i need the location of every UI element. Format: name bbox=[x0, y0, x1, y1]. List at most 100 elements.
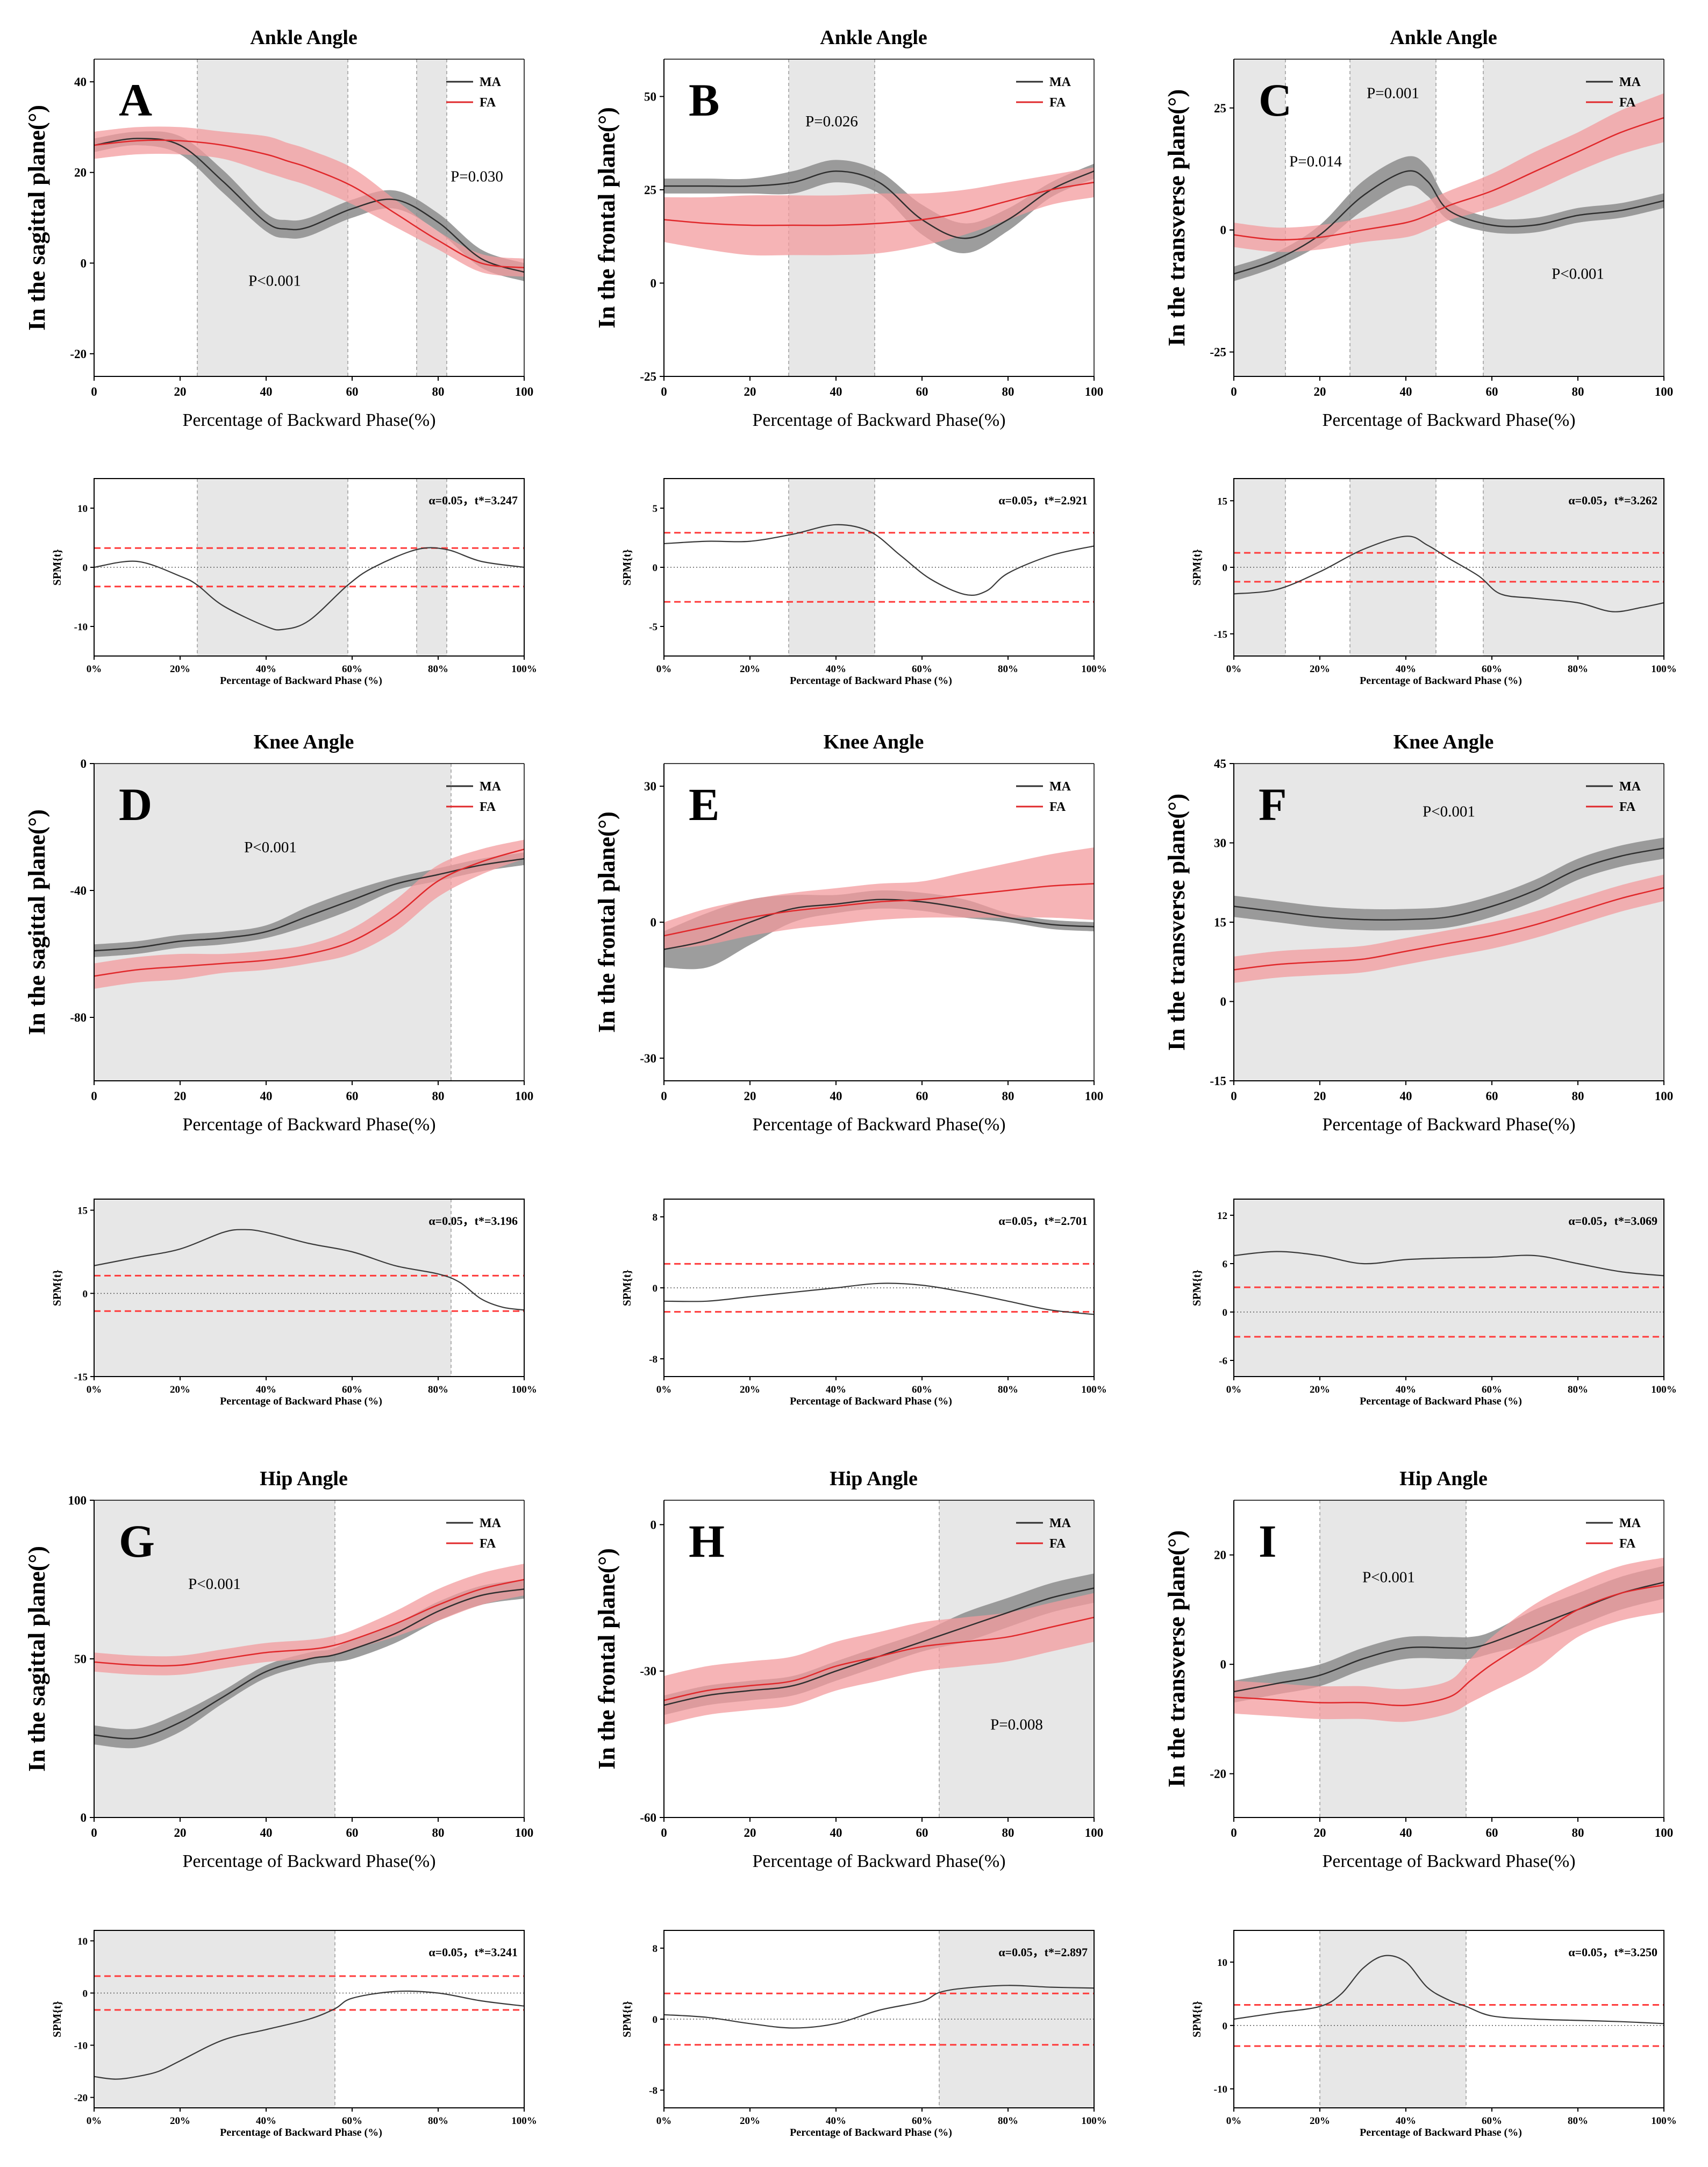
x-axis-label: Percentage of Backward Phase(%) bbox=[1322, 410, 1575, 430]
x-tick-label: 100 bbox=[1655, 1826, 1674, 1840]
x-tick-label: 40 bbox=[830, 1089, 842, 1103]
spm-t-curve bbox=[94, 547, 524, 631]
x-tick-label: 40% bbox=[1396, 1384, 1416, 1395]
data-layer bbox=[664, 847, 1094, 970]
legend-label: FA bbox=[1049, 800, 1066, 814]
x-tick-label: 0 bbox=[91, 1089, 97, 1103]
panel-d: 0 20 40 60 80 100 -80 -40 0 Knee Angle In the sagi… bbox=[24, 731, 537, 1407]
x-tick-label: 40% bbox=[1396, 664, 1416, 675]
data-layer bbox=[94, 1564, 524, 1749]
x-tick-label: 80 bbox=[432, 385, 445, 398]
panel-letter: E bbox=[689, 779, 719, 830]
x-tick-label: 0% bbox=[87, 2115, 102, 2127]
y-tick-label: -20 bbox=[1210, 1767, 1226, 1781]
series-line-ma bbox=[664, 170, 1094, 239]
series-line-ma bbox=[94, 1588, 524, 1740]
x-tick-label: 60 bbox=[1486, 385, 1498, 398]
x-tick-label: 100% bbox=[511, 664, 537, 675]
panel-letter: C bbox=[1259, 74, 1292, 126]
series-line-ma bbox=[1234, 170, 1664, 275]
x-tick-label: 0% bbox=[1226, 2115, 1242, 2127]
x-tick-label: 0 bbox=[91, 385, 97, 398]
y-tick-label: 0 bbox=[81, 757, 87, 771]
p-value-annotation: P=0.014 bbox=[1289, 153, 1342, 170]
x-tick-label: 20% bbox=[740, 2115, 760, 2127]
x-tick-label: 80% bbox=[998, 2115, 1018, 2127]
legend: MA FA bbox=[1586, 75, 1641, 110]
x-tick-label: 20% bbox=[1310, 664, 1330, 675]
spm-alpha-threshold-label: α=0.05，t*=3.250 bbox=[1568, 1945, 1657, 1959]
sd-band-fa bbox=[1234, 1557, 1664, 1722]
sd-band-fa bbox=[1234, 93, 1664, 252]
x-axis-label: Percentage of Backward Phase(%) bbox=[182, 1851, 435, 1871]
y-tick-label: -6 bbox=[1219, 1356, 1227, 1367]
sd-band-fa bbox=[664, 1593, 1094, 1725]
sd-band-ma bbox=[664, 160, 1094, 253]
spm-alpha-threshold-label: α=0.05，t*=3.241 bbox=[428, 1945, 518, 1959]
y-tick-label: 0 bbox=[1220, 1658, 1227, 1671]
main-chart-f: 0 20 40 60 80 100 -15 0 15 30 45 Knee Angle In the t… bbox=[1163, 731, 1673, 1135]
x-tick-label: 40 bbox=[1400, 385, 1412, 398]
x-tick-label: 100% bbox=[511, 1384, 537, 1395]
x-tick-label: 20% bbox=[170, 664, 190, 675]
y-tick-label: 10 bbox=[1217, 1957, 1227, 1969]
y-axis-label: In the transverse plane(°) bbox=[1163, 89, 1190, 346]
x-tick-label: 20 bbox=[1314, 385, 1326, 398]
panel-letter: B bbox=[689, 74, 719, 126]
legend: MA FA bbox=[1586, 1516, 1641, 1551]
legend-label: FA bbox=[480, 96, 496, 110]
y-tick-label: 45 bbox=[1214, 757, 1226, 771]
x-tick-label: 60% bbox=[342, 664, 362, 675]
spm-alpha-threshold-label: α=0.05，t*=3.069 bbox=[1568, 1214, 1657, 1228]
x-tick-label: 60% bbox=[1482, 664, 1502, 675]
y-tick-label: -80 bbox=[70, 1011, 87, 1024]
series-line-ma bbox=[94, 858, 524, 952]
y-tick-label: 0 bbox=[1220, 224, 1227, 237]
legend: MA FA bbox=[446, 75, 502, 110]
x-tick-label: 40 bbox=[260, 385, 273, 398]
spm-frame bbox=[94, 1930, 525, 2108]
spm-data-layer bbox=[94, 1990, 524, 2080]
data-layer bbox=[664, 1573, 1094, 1725]
spm-y-axis-label: SPM{t} bbox=[1190, 1270, 1203, 1306]
spm-data-layer bbox=[1234, 536, 1664, 612]
legend-label: FA bbox=[1049, 96, 1066, 110]
x-axis-label: Percentage of Backward Phase(%) bbox=[752, 1115, 1005, 1135]
spm-chart-g: 0% 20% 40% 60% 80% 100% -20 -10 0 10 Percentage of… bbox=[51, 1930, 537, 2139]
x-tick-label: 100% bbox=[1651, 1384, 1677, 1395]
series-line-fa bbox=[1234, 1584, 1664, 1707]
spm-y-axis-label: SPM{t} bbox=[620, 549, 633, 586]
y-tick-label: -40 bbox=[70, 884, 87, 897]
y-tick-label: -15 bbox=[74, 1372, 88, 1383]
x-axis-label: Percentage of Backward Phase(%) bbox=[182, 410, 435, 430]
y-tick-label: 30 bbox=[644, 780, 656, 793]
legend: MA FA bbox=[1016, 780, 1071, 814]
spm-y-axis-label: SPM{t} bbox=[1190, 2001, 1203, 2037]
x-tick-label: 20 bbox=[1314, 1826, 1326, 1840]
p-value-annotation: P<0.001 bbox=[244, 839, 297, 856]
x-tick-label: 40 bbox=[1400, 1826, 1412, 1840]
y-axis-label: In the sagittal plane(°) bbox=[24, 1546, 50, 1772]
panel-letter: F bbox=[1259, 779, 1287, 830]
x-tick-label: 0% bbox=[1226, 1384, 1242, 1395]
x-tick-label: 0% bbox=[1226, 664, 1242, 675]
y-tick-label: 0 bbox=[1220, 995, 1227, 1009]
legend-label: MA bbox=[1049, 75, 1071, 89]
spm-y-axis-label: SPM{t} bbox=[51, 549, 63, 586]
x-tick-label: 40 bbox=[260, 1089, 273, 1103]
x-axis-label: Percentage of Backward Phase(%) bbox=[752, 410, 1005, 430]
x-tick-label: 80 bbox=[1572, 1826, 1584, 1840]
y-tick-label: 15 bbox=[1217, 496, 1227, 507]
x-tick-label: 20 bbox=[174, 1826, 187, 1840]
series-line-fa bbox=[1234, 117, 1664, 241]
y-axis-label: In the transverse plane(°) bbox=[1163, 1530, 1190, 1787]
y-tick-label: 10 bbox=[77, 1936, 88, 1947]
spm-t-curve bbox=[664, 1282, 1094, 1315]
spm-x-axis-label: Percentage of Backward Phase (%) bbox=[220, 675, 382, 687]
x-tick-label: 60 bbox=[916, 1089, 928, 1103]
x-tick-label: 100 bbox=[515, 1826, 534, 1840]
data-layer bbox=[1234, 1557, 1664, 1722]
legend-label: MA bbox=[480, 75, 502, 89]
spm-x-axis-label: Percentage of Backward Phase (%) bbox=[1360, 675, 1522, 687]
